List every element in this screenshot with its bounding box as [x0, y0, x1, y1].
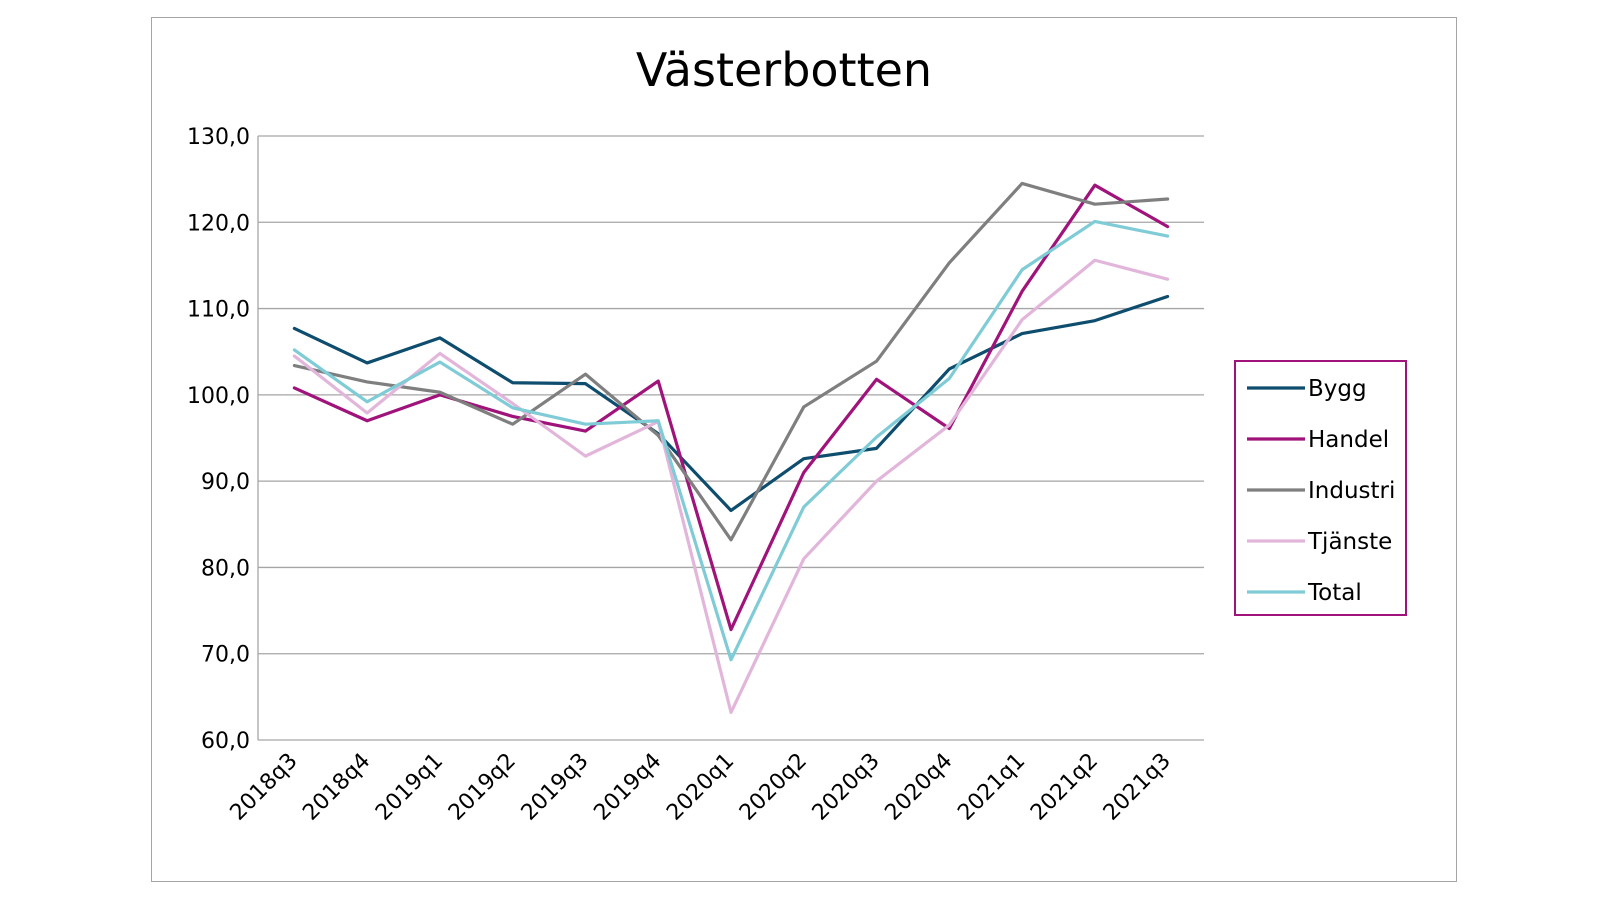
y-tick-label: 60,0 — [201, 729, 250, 754]
chart-title: Västerbotten — [636, 43, 932, 97]
y-tick-label: 80,0 — [201, 556, 250, 581]
series-line-tjänste — [292, 258, 1170, 714]
x-tick-label: 2018q4 — [298, 749, 375, 826]
series-line-bygg — [292, 294, 1170, 513]
legend-label: Industri — [1308, 478, 1395, 504]
legend-label: Bygg — [1308, 376, 1367, 402]
x-tick-label: 2019q2 — [444, 749, 521, 826]
x-axis-ticks: 2018q32018q42019q12019q22019q32019q42020… — [226, 749, 1176, 826]
x-tick-label: 2020q4 — [881, 749, 958, 826]
series-line-total — [292, 219, 1170, 662]
x-tick-label: 2021q2 — [1026, 749, 1103, 826]
x-tick-label: 2018q3 — [226, 749, 303, 826]
y-tick-label: 70,0 — [201, 643, 250, 668]
chart-frame: Västerbotten 60,0 70,0 80,0 90,0 100,0 110,0 1… — [151, 17, 1457, 882]
series-line-handel — [292, 183, 1170, 632]
y-tick-label: 90,0 — [201, 470, 250, 495]
x-tick-label: 2020q3 — [808, 749, 885, 826]
x-tick-label: 2021q3 — [1099, 749, 1176, 826]
x-tick-label: 2020q1 — [662, 749, 739, 826]
legend-label: Handel — [1308, 427, 1389, 453]
series-line-industri — [292, 181, 1170, 542]
legend-box — [1234, 360, 1407, 616]
x-tick-label: 2021q1 — [953, 749, 1030, 826]
x-tick-label: 2020q2 — [735, 749, 812, 826]
x-tick-label: 2019q3 — [517, 749, 594, 826]
x-tick-label: 2019q4 — [589, 749, 666, 826]
x-tick-label: 2019q1 — [371, 749, 448, 826]
y-tick-label: 120,0 — [187, 211, 250, 236]
grid-layer — [257, 135, 1204, 741]
y-tick-label: 130,0 — [187, 125, 250, 150]
chart-svg: Västerbotten 60,0 70,0 80,0 90,0 100,0 110,0 1… — [187, 43, 1407, 826]
legend-label: Total — [1307, 580, 1362, 606]
y-tick-label: 110,0 — [187, 298, 250, 323]
series-layer — [292, 181, 1170, 714]
legend-label: Tjänste — [1307, 529, 1392, 555]
legend: Bygg Handel Industri Tjänste Total — [1234, 360, 1407, 616]
y-axis-ticks: 60,0 70,0 80,0 90,0 100,0 110,0 120,0 130,0 — [187, 125, 250, 754]
y-tick-label: 100,0 — [187, 384, 250, 409]
